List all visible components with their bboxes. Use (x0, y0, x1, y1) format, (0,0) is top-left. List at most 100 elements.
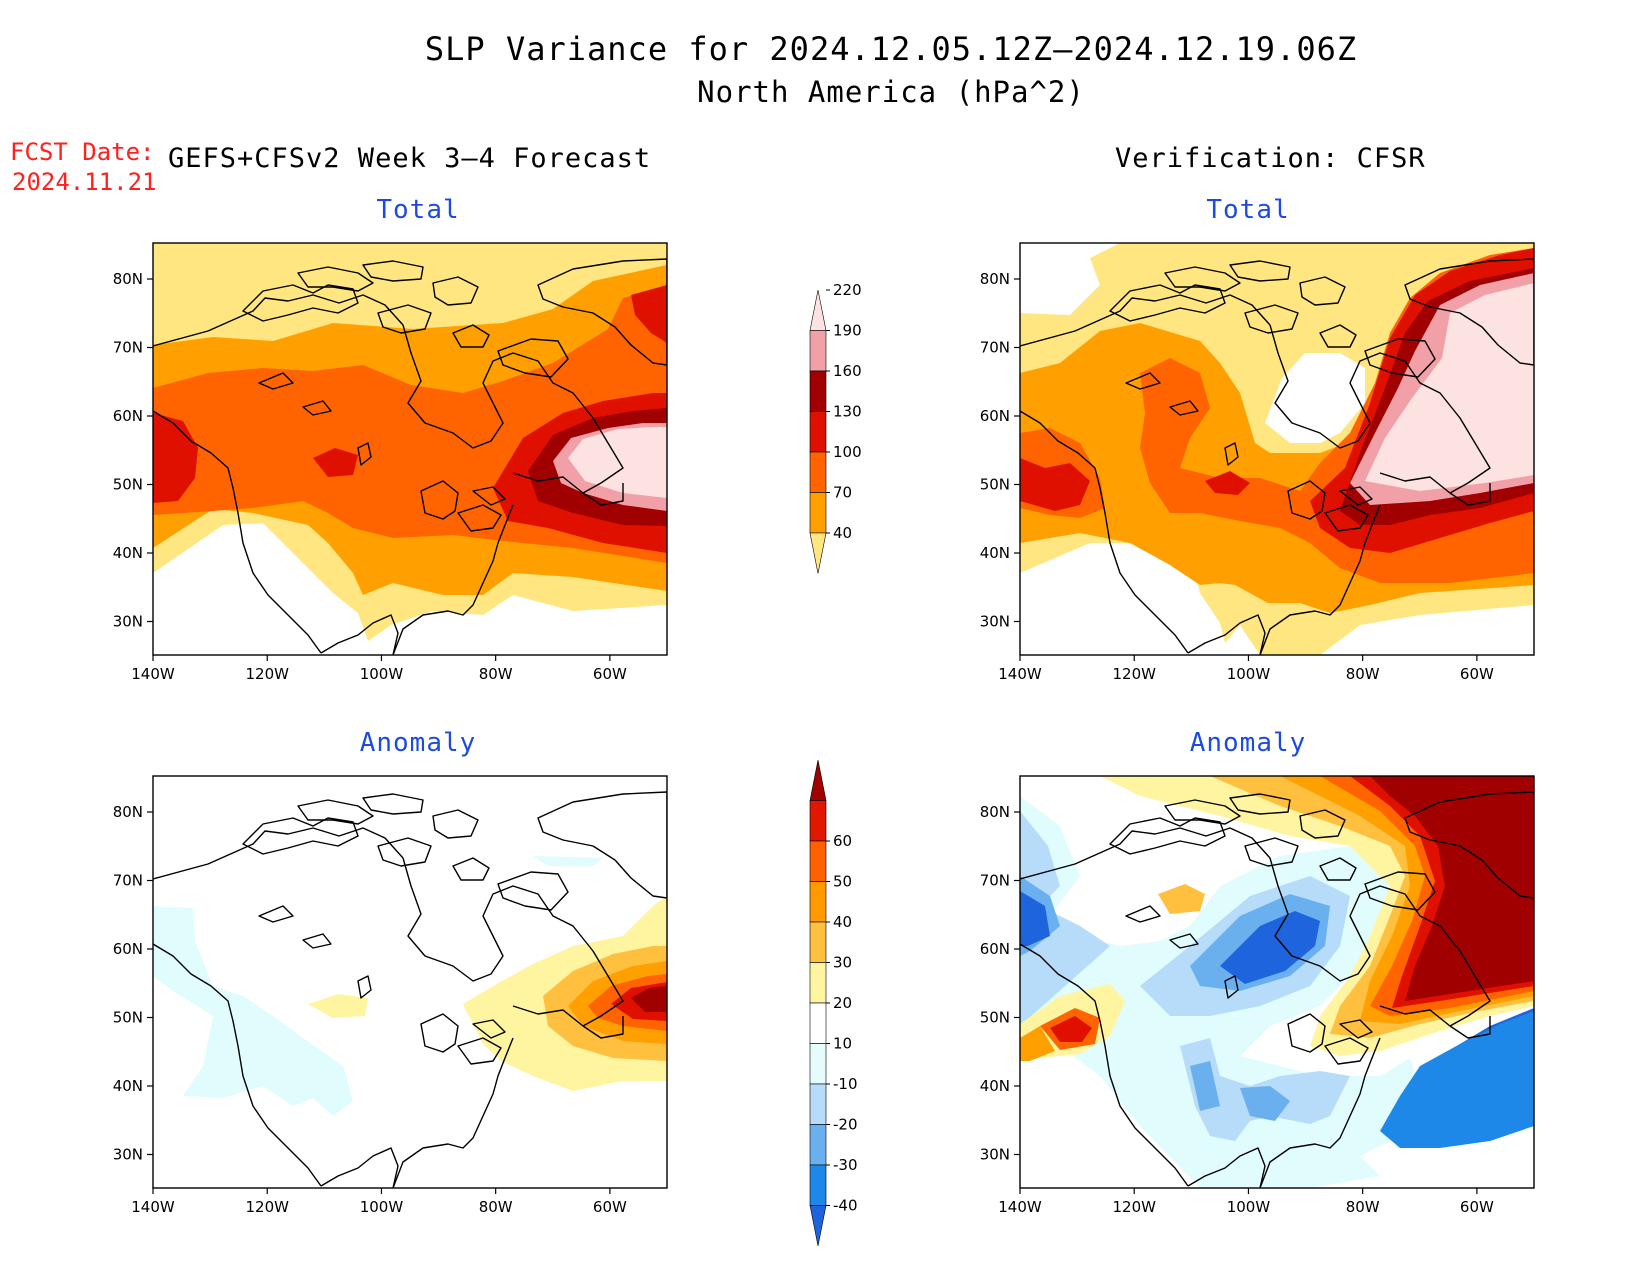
lon-tick-label: 60W (1460, 1198, 1494, 1216)
lon-tick-label: 120W (245, 665, 289, 683)
lat-tick-label: 80N (113, 803, 143, 821)
lat-tick-label: 60N (113, 940, 143, 958)
colorbar-segment (809, 1124, 827, 1166)
lat-tick-label: 50N (980, 1009, 1010, 1027)
colorbar-segment (809, 921, 827, 963)
colorbar-tick-label: -10 (833, 1075, 858, 1093)
verification-column-header: Verification: CFSR (1115, 143, 1426, 174)
colorbar-tick-label: 60 (833, 832, 852, 850)
lat-tick-label: 40N (980, 544, 1010, 562)
lon-tick-label: 140W (998, 665, 1042, 683)
contour-220 (1365, 283, 1534, 491)
lat-tick-label: 70N (113, 339, 143, 357)
colorbar-tick-label: 40 (833, 913, 852, 931)
colorbar-segment (809, 840, 827, 882)
colorbar-segment (809, 289, 827, 331)
lon-tick-label: 140W (998, 1198, 1042, 1216)
colorbar-tick-label: 220 (833, 281, 862, 299)
lat-tick-label: 60N (980, 407, 1010, 425)
colorbar-segment (809, 962, 827, 1004)
contour-neg10-north (533, 856, 603, 866)
colorbar-segment (809, 1164, 827, 1206)
lat-tick-label: 40N (113, 1077, 143, 1095)
lon-tick-label: 80W (1346, 1198, 1380, 1216)
axes-layer: 140W 120W 100W 80W 60W 80N 70N 60N 50N 40N 30N 140W… (113, 270, 1494, 1216)
forecast-total-map (152, 242, 668, 656)
colorbar-segment (809, 759, 827, 801)
lon-tick-label: 120W (245, 1198, 289, 1216)
colorbar-segment (809, 492, 827, 534)
contour-30-west (1020, 1026, 1055, 1061)
lon-tick-label: 100W (1227, 665, 1271, 683)
lon-tick-label: 60W (593, 1198, 627, 1216)
colorbar-segment (809, 881, 827, 923)
lon-tick-label: 100W (360, 1198, 404, 1216)
lat-tick-label: 50N (113, 1009, 143, 1027)
contour-130-center (1205, 471, 1250, 495)
lon-tick-label: 120W (1112, 665, 1156, 683)
lat-tick-label: 60N (980, 940, 1010, 958)
lat-tick-label: 40N (980, 1077, 1010, 1095)
colorbar-tick-label: 40 (833, 524, 852, 542)
colorbar-tick-label: 30 (833, 954, 852, 972)
verif-anomaly-title: Anomaly (1189, 728, 1307, 758)
forecast-column-header: GEFS+CFSv2 Week 3–4 Forecast (168, 143, 652, 174)
colorbar-segment (809, 1205, 827, 1247)
lat-tick-label: 80N (980, 270, 1010, 288)
lat-tick-label: 70N (980, 872, 1010, 890)
contour-60-west (1050, 1016, 1092, 1042)
contour-130-west (153, 413, 198, 503)
lon-tick-label: 80W (1346, 665, 1380, 683)
figure-title: SLP Variance for 2024.12.05.12Z–2024.12.… (424, 30, 1358, 68)
forecast-anomaly-title: Anomaly (359, 728, 477, 758)
contour-60 (631, 986, 667, 1012)
verif-total-map (1019, 242, 1535, 656)
lon-tick-label: 60W (593, 665, 627, 683)
colorbar-segment (809, 1083, 827, 1125)
lat-tick-label: 80N (113, 270, 143, 288)
lon-tick-label: 80W (479, 1198, 513, 1216)
lat-tick-label: 70N (113, 872, 143, 890)
contour-neg30-south (1190, 1061, 1290, 1121)
contour-130-center (313, 448, 358, 477)
colorbar-tick-label: 70 (833, 484, 852, 502)
colorbar-segment (809, 800, 827, 842)
lon-tick-label: 60W (1460, 665, 1494, 683)
colorbar-tick-label: -40 (833, 1197, 858, 1215)
forecast-total-title: Total (376, 195, 460, 225)
colorbar-tick-label: 10 (833, 1035, 852, 1053)
colorbar-segment (809, 411, 827, 453)
fcst-date-value: 2024.11.21 (12, 168, 157, 196)
colorbar-tick-label: 100 (833, 443, 862, 461)
lon-tick-label: 100W (360, 665, 404, 683)
lat-tick-label: 30N (980, 613, 1010, 631)
fcst-date-label: FCST Date: (10, 138, 155, 166)
contour-60 (1370, 776, 1534, 1001)
lat-tick-label: 40N (113, 544, 143, 562)
lon-tick-label: 120W (1112, 1198, 1156, 1216)
lon-tick-label: 140W (131, 1198, 175, 1216)
figure-subtitle: North America (hPa^2) (697, 75, 1085, 109)
contour-130-north (631, 285, 667, 343)
contour-neg40-center (1220, 911, 1320, 984)
colorbar-segment (809, 1043, 827, 1085)
lat-tick-label: 30N (980, 1146, 1010, 1164)
verif-total-title: Total (1206, 195, 1290, 225)
contour-220 (568, 427, 667, 498)
colorbar-segment (809, 451, 827, 493)
anomaly-colorbar: -40 -30 -20 -10 10 20 30 40 50 60 (809, 759, 858, 1247)
colorbar-tick-label: 50 (833, 873, 852, 891)
lat-tick-label: 80N (980, 803, 1010, 821)
colorbar-tick-label: 130 (833, 403, 862, 421)
lat-tick-label: 70N (980, 339, 1010, 357)
colorbar-segment (809, 330, 827, 372)
lat-tick-label: 60N (113, 407, 143, 425)
contour-130 (1020, 458, 1090, 511)
contour-neg40 (1020, 891, 1050, 946)
colorbar-segment (809, 532, 827, 574)
colorbar-tick-label: -30 (833, 1156, 858, 1174)
colorbar-segment (809, 370, 827, 412)
lat-tick-label: 30N (113, 613, 143, 631)
lon-tick-label: 80W (479, 665, 513, 683)
